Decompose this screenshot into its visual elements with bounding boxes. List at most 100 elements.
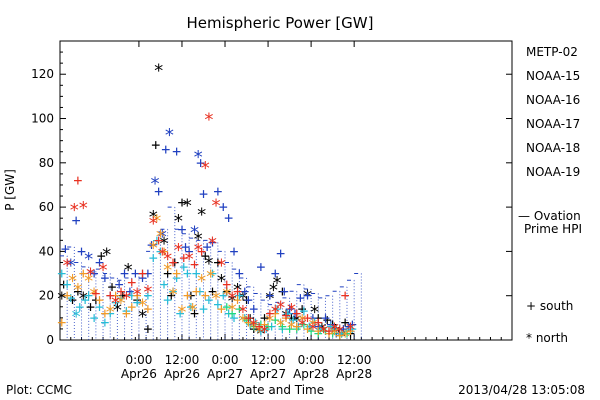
north-point: * xyxy=(272,273,283,294)
north-point: * xyxy=(264,289,275,310)
south-point: + xyxy=(314,318,323,336)
north-point: * xyxy=(270,302,281,323)
north-point: * xyxy=(336,326,347,347)
south-point: + xyxy=(63,276,72,294)
south-point: + xyxy=(154,183,163,201)
south-point: + xyxy=(332,324,341,342)
south-point: + xyxy=(314,313,323,331)
north-point: * xyxy=(65,255,76,276)
north-point: * xyxy=(211,289,222,310)
south-point: + xyxy=(154,231,163,249)
north-point: * xyxy=(307,320,318,341)
north-point: * xyxy=(73,280,84,301)
legend-entry-metp-02: METP-02 xyxy=(526,45,578,59)
north-point: * xyxy=(254,322,265,343)
south-point: + xyxy=(294,318,303,336)
south-point: + xyxy=(271,304,280,322)
south-point: + xyxy=(116,282,125,300)
south-point: + xyxy=(111,287,120,305)
north-point: * xyxy=(182,196,193,217)
south-point: + xyxy=(224,209,233,227)
south-point: + xyxy=(262,320,271,338)
south-point: + xyxy=(219,287,228,305)
series-noaa-16: +++*++++++++++++++++++++++++++++++++++++… xyxy=(57,231,357,342)
south-point: + xyxy=(133,287,142,305)
north-point: * xyxy=(232,280,243,301)
south-point: + xyxy=(244,309,253,327)
south-point: + xyxy=(219,198,228,216)
south-point: + xyxy=(199,185,208,203)
south-point: + xyxy=(249,300,258,318)
south-point: + xyxy=(348,315,357,333)
series-noaa-18: ++**+**++*+*+++*+***+**+*+*+*+**+**+*+**… xyxy=(57,211,355,347)
south-point: + xyxy=(190,256,199,274)
south-point: + xyxy=(185,242,194,260)
south-point: + xyxy=(143,265,152,283)
south-point: + xyxy=(143,320,152,338)
north-point: * xyxy=(148,238,159,259)
south-point: + xyxy=(95,253,104,271)
south-point: + xyxy=(335,327,344,345)
south-point: + xyxy=(346,322,355,340)
legend-entry-noaa-18: NOAA-18 xyxy=(526,141,580,155)
south-point: + xyxy=(197,242,206,260)
north-point: * xyxy=(207,233,218,254)
legend-south-marker: + south xyxy=(526,299,573,313)
south-point: + xyxy=(326,318,335,336)
north-point: * xyxy=(286,300,297,321)
south-point: + xyxy=(246,309,255,327)
north-point: * xyxy=(89,284,100,305)
legend-ovation-label-2: Prime HPI xyxy=(524,222,582,236)
south-point: + xyxy=(176,304,185,322)
south-point: + xyxy=(321,322,330,340)
plot-timestamp: 2013/04/28 13:05:08 xyxy=(458,383,585,397)
south-point: + xyxy=(170,253,179,271)
south-point: + xyxy=(229,242,238,260)
south-point: + xyxy=(228,304,237,322)
south-point: + xyxy=(190,304,199,322)
south-point: + xyxy=(106,287,115,305)
y-tick-label: 120 xyxy=(31,67,54,81)
north-point: * xyxy=(329,324,340,345)
south-point: + xyxy=(278,318,287,336)
north-point: * xyxy=(227,289,238,310)
north-point: * xyxy=(275,315,286,336)
north-point: * xyxy=(67,271,78,292)
north-point: * xyxy=(297,311,308,332)
north-point: * xyxy=(184,249,195,270)
south-point: + xyxy=(57,265,66,283)
north-point: * xyxy=(85,264,96,285)
south-point: + xyxy=(199,300,208,318)
north-point: * xyxy=(227,291,238,312)
south-point: + xyxy=(265,287,274,305)
south-point: + xyxy=(81,291,90,309)
south-point: + xyxy=(292,318,301,336)
south-point: + xyxy=(222,276,231,294)
north-point: * xyxy=(309,302,320,323)
south-point: + xyxy=(91,284,100,302)
x-tick-date-label: Apr28 xyxy=(336,367,372,381)
legend-entries: METP-02 NOAA-15 NOAA-16 NOAA-17 NOAA-18 NOAA-… xyxy=(526,45,580,179)
data-points: *+++*+++*+*+*+*+*+**+++*+*++**+*++*+***+… xyxy=(56,61,357,348)
north-point: * xyxy=(56,289,67,310)
series-noaa-19: **+**+*+*+*+*+**+**+*+*+*+*****+*+*+*+*+… xyxy=(62,109,356,343)
legend-entry-noaa-19: NOAA-19 xyxy=(526,165,580,179)
x-tick-time-label: 12:00 xyxy=(251,353,286,367)
south-point: + xyxy=(97,247,106,265)
north-point: * xyxy=(205,267,216,288)
south-point: + xyxy=(161,141,170,159)
south-point: + xyxy=(186,287,195,305)
south-point: + xyxy=(172,269,181,287)
x-tick-date-label: Apr26 xyxy=(164,367,200,381)
x-tick-date-label: Apr26 xyxy=(121,367,157,381)
north-point: * xyxy=(238,311,249,332)
south-point: + xyxy=(310,313,319,331)
south-point: + xyxy=(278,320,287,338)
south-point: + xyxy=(314,309,323,327)
south-point: + xyxy=(325,324,334,342)
south-point: + xyxy=(267,318,276,336)
x-tick-time-label: 0:00 xyxy=(298,353,325,367)
south-point: + xyxy=(147,236,156,254)
south-point: + xyxy=(183,287,192,305)
south-point: + xyxy=(177,220,186,238)
